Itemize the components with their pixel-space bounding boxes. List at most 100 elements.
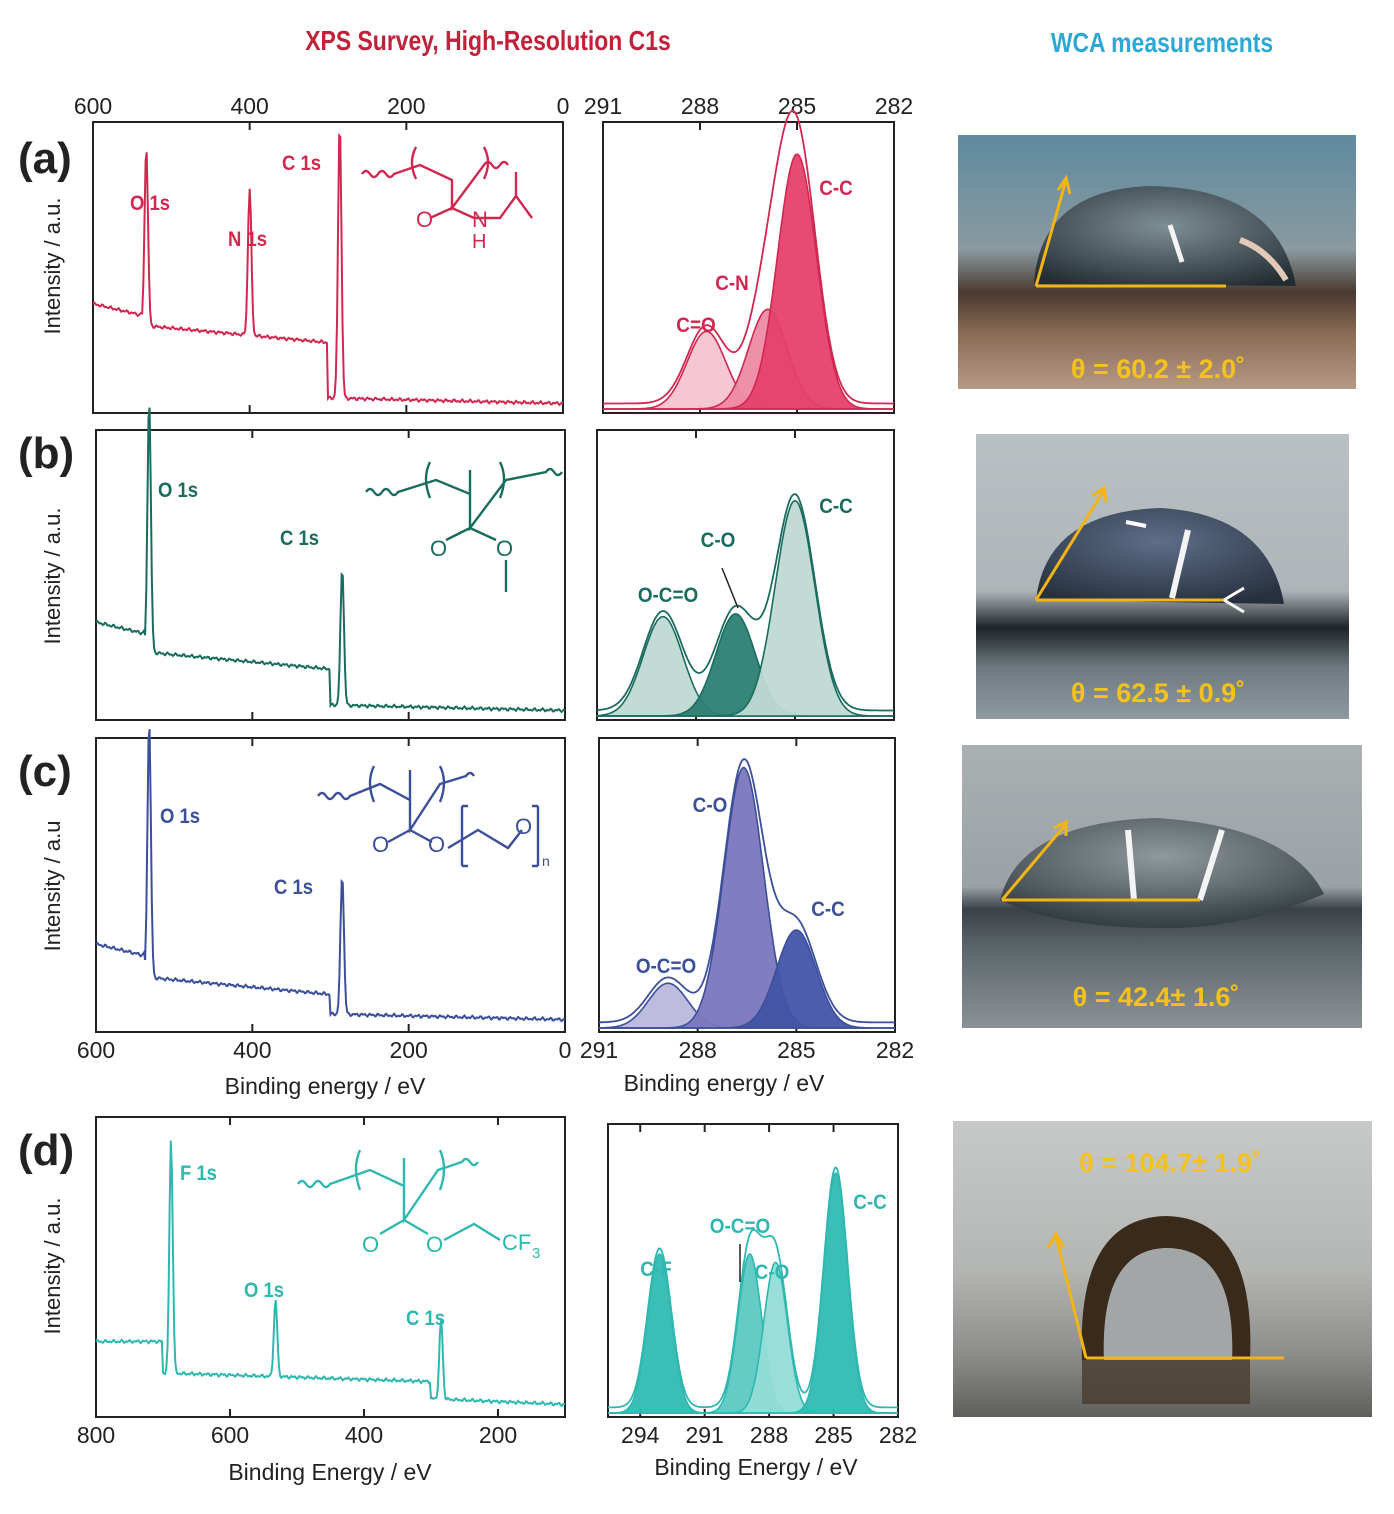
struct-a-o: O xyxy=(416,207,433,232)
peak-label: C 1s xyxy=(406,1307,445,1330)
structure-d: O O CF 3 xyxy=(297,1149,540,1262)
peak-label: C=O xyxy=(676,314,715,337)
wca-photo-b: θ = 62.5 ± 0.9˚ xyxy=(976,434,1349,719)
wca-value-c: θ = 42.4± 1.6˚ xyxy=(1073,982,1240,1012)
structure-b: O O xyxy=(365,461,563,592)
plot-frame xyxy=(598,737,896,1033)
peak-label: O-C=O xyxy=(638,584,698,607)
panel-label-a: (a) xyxy=(18,134,72,183)
peak-label: O 1s xyxy=(158,479,198,502)
chart-d-c1s: 294 291 288 285 282 C-F O-C=O C-O C-C xyxy=(607,1123,917,1448)
peak-label: C-N xyxy=(715,272,749,295)
x-tick-label: 600 xyxy=(77,1037,115,1063)
struct-a-n: N xyxy=(472,207,488,232)
plot-frame xyxy=(596,429,895,721)
panel-label-c: (c) xyxy=(18,747,72,796)
plot-frame xyxy=(95,1116,566,1418)
peak-label: C 1s xyxy=(274,876,313,899)
chart-a-survey: 600 400 200 0 O 1s N 1s C 1s xyxy=(74,93,570,414)
peak-label: O-C=O xyxy=(710,1215,770,1238)
peak-label: O 1s xyxy=(160,805,200,828)
struct-c-o1: O xyxy=(372,832,389,857)
chart-b-c1s: O-C=O C-O C-C xyxy=(596,429,895,721)
envelope-line xyxy=(603,109,894,405)
x-tick-label: 282 xyxy=(879,1422,917,1448)
xlabel-survey-c: Binding energy / eV xyxy=(225,1073,426,1099)
peak-label: O 1s xyxy=(130,192,170,215)
wca-value-b: θ = 62.5 ± 0.9˚ xyxy=(1071,678,1245,708)
envelope-line xyxy=(608,1166,898,1409)
x-tick-label: 294 xyxy=(621,1422,660,1448)
xlabel-survey-d: Binding Energy / eV xyxy=(228,1459,432,1485)
struct-c-o3: O xyxy=(515,814,532,839)
x-tick-label: 200 xyxy=(479,1422,517,1448)
peak-label: C-C xyxy=(853,1191,887,1214)
x-tick-label: 291 xyxy=(685,1422,723,1448)
header-wca: WCA measurements xyxy=(1051,28,1273,59)
peak-label: F 1s xyxy=(180,1162,217,1185)
survey-line xyxy=(92,132,564,407)
peak-label: O 1s xyxy=(244,1279,284,1302)
x-tick-label: 200 xyxy=(387,93,425,119)
x-tick-label: 285 xyxy=(777,1037,815,1063)
charts: 600 400 200 0 O 1s N 1s C 1s 291 288 285 282 C=OC-N… xyxy=(74,93,917,1448)
peak-cc xyxy=(597,499,894,717)
peak-label: C-C xyxy=(811,898,845,921)
plot-frame xyxy=(95,429,566,721)
x-tick-label: 600 xyxy=(211,1422,249,1448)
x-tick-label: 400 xyxy=(345,1422,383,1448)
peak-label: C-O xyxy=(693,794,728,817)
envelope-line xyxy=(596,493,894,712)
wca-photo-d: θ = 104.7± 1.9˚ xyxy=(953,1121,1372,1417)
peak-cc xyxy=(599,929,895,1029)
leader-line-c-o xyxy=(721,567,739,609)
x-tick-label: 291 xyxy=(580,1037,618,1063)
envelope-line xyxy=(599,758,895,1024)
x-tick-label: 0 xyxy=(559,1037,572,1063)
struct-c-sub: n xyxy=(542,853,550,869)
struct-c-o2: O xyxy=(428,832,445,857)
chart-b-survey: O 1s C 1s xyxy=(95,407,566,721)
panel-label-d: (d) xyxy=(18,1126,74,1175)
wca-photo-a: θ = 60.2 ± 2.0˚ xyxy=(958,135,1356,389)
struct-b-o2: O xyxy=(496,536,513,561)
peak-label: C-C xyxy=(819,495,853,518)
peak-co xyxy=(599,766,895,1029)
struct-d-o1: O xyxy=(362,1232,379,1257)
peak-cc xyxy=(603,153,894,410)
peak-label: C-F xyxy=(640,1258,671,1281)
x-tick-label: 600 xyxy=(74,93,112,119)
peak-label: C-O xyxy=(755,1261,790,1284)
x-tick-label: 400 xyxy=(233,1037,271,1063)
struct-d-sub: 3 xyxy=(532,1245,540,1262)
ylabel-c: Intensity / a.u xyxy=(40,821,65,952)
chart-c-c1s: 291 288 285 282 O-C=O C-O C-C xyxy=(580,737,914,1063)
chart-c-survey: 600 400 200 0 O 1s C 1s xyxy=(77,729,572,1063)
x-tick-label: 288 xyxy=(681,93,719,119)
struct-a-h: H xyxy=(472,231,486,253)
survey-line xyxy=(95,729,566,1023)
wca-value-d: θ = 104.7± 1.9˚ xyxy=(1079,1148,1261,1178)
peak-label: C-O xyxy=(701,529,736,552)
peak-label: C 1s xyxy=(280,527,319,550)
wca-value-a: θ = 60.2 ± 2.0˚ xyxy=(1071,354,1245,384)
x-tick-label: 0 xyxy=(557,93,570,119)
plot-frame xyxy=(95,737,566,1033)
plot-frame xyxy=(602,121,895,414)
ylabel-d: Intensity / a.u. xyxy=(40,1198,65,1335)
ylabel-b: Intensity / a.u. xyxy=(40,508,65,645)
x-tick-label: 282 xyxy=(876,1037,914,1063)
plot-frame xyxy=(607,1123,899,1418)
struct-d-cf: CF xyxy=(502,1230,531,1255)
x-tick-label: 400 xyxy=(230,93,268,119)
x-tick-label: 291 xyxy=(584,93,622,119)
panel-label-b: (b) xyxy=(18,429,74,478)
x-tick-label: 200 xyxy=(389,1037,427,1063)
structure-a: O N H xyxy=(361,146,533,253)
x-tick-label: 288 xyxy=(750,1422,788,1448)
xlabel-c1s-d: Binding Energy / eV xyxy=(654,1454,858,1480)
x-tick-label: 288 xyxy=(678,1037,716,1063)
x-tick-label: 282 xyxy=(875,93,913,119)
